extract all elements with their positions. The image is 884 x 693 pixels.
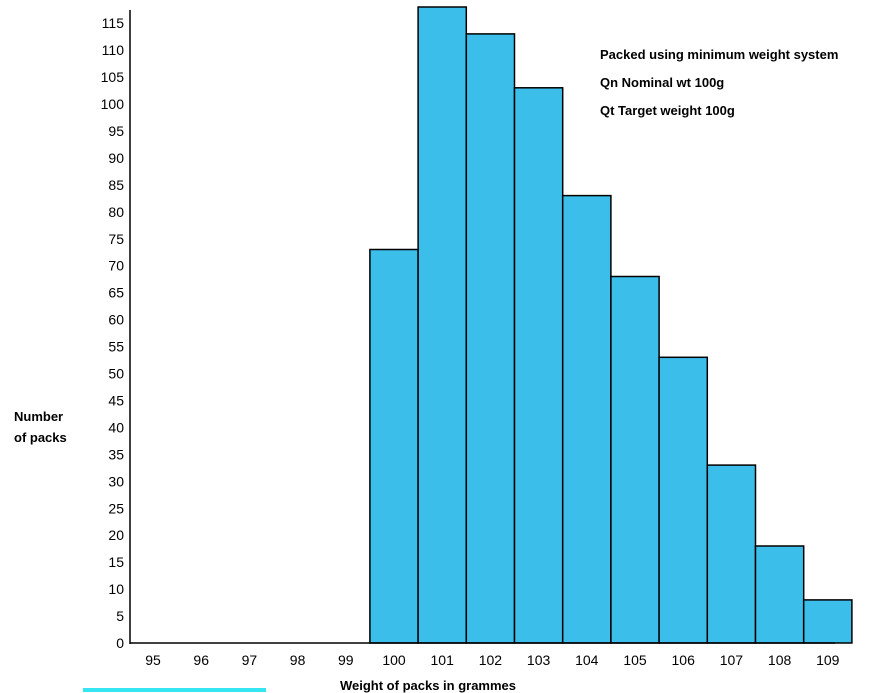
x-tick-label-101: 101 bbox=[431, 652, 455, 668]
annotation-packing-system: Packed using minimum weight system bbox=[600, 47, 838, 62]
bar-100 bbox=[369, 248, 419, 644]
x-tick-label-107: 107 bbox=[720, 652, 744, 668]
y-tick-label-115: 115 bbox=[102, 15, 125, 31]
y-tick-label-90: 90 bbox=[108, 150, 124, 166]
y-tick-label-100: 100 bbox=[101, 96, 125, 112]
y-tick-label-75: 75 bbox=[108, 231, 124, 247]
x-tick-label-109: 109 bbox=[816, 652, 840, 668]
x-tick-label-100: 100 bbox=[382, 652, 406, 668]
annotation-nominal-weight: Qn Nominal wt 100g bbox=[600, 75, 724, 90]
y-tick-label-0: 0 bbox=[116, 635, 124, 651]
x-tick-label-98: 98 bbox=[290, 652, 306, 668]
y-tick-label-65: 65 bbox=[108, 285, 124, 301]
y-tick-label-60: 60 bbox=[108, 312, 124, 328]
x-tick-label-95: 95 bbox=[145, 652, 161, 668]
y-tick-label-80: 80 bbox=[108, 204, 124, 220]
bar-102 bbox=[465, 33, 516, 644]
bar-107 bbox=[706, 464, 757, 644]
y-tick-label-35: 35 bbox=[108, 446, 124, 462]
y-tick-label-70: 70 bbox=[108, 258, 124, 274]
x-tick-label-105: 105 bbox=[623, 652, 647, 668]
y-tick-label-5: 5 bbox=[116, 608, 124, 624]
highlight-mark bbox=[83, 688, 266, 692]
y-tick-label-20: 20 bbox=[108, 527, 124, 543]
x-tick-labels: 95 96 97 98 99 100 101 102 103 104 105 106 107 108 109 bbox=[145, 652, 839, 668]
bar-108 bbox=[754, 545, 805, 644]
x-tick-label-106: 106 bbox=[672, 652, 696, 668]
y-tick-label-95: 95 bbox=[108, 123, 124, 139]
bar-101 bbox=[417, 6, 468, 644]
x-tick-label-96: 96 bbox=[193, 652, 209, 668]
bar-106 bbox=[658, 356, 709, 644]
y-tick-label-10: 10 bbox=[108, 581, 124, 597]
y-tick-label-85: 85 bbox=[108, 177, 124, 193]
x-tick-label-108: 108 bbox=[768, 652, 792, 668]
x-axis-label: Weight of packs in grammes bbox=[340, 678, 516, 693]
bar-104 bbox=[561, 194, 612, 644]
y-axis-label-line-2: of packs bbox=[14, 430, 67, 445]
x-tick-label-104: 104 bbox=[575, 652, 599, 668]
x-tick-label-99: 99 bbox=[338, 652, 354, 668]
y-axis-label-line-1: Number bbox=[14, 409, 63, 424]
y-tick-label-30: 30 bbox=[108, 473, 124, 489]
y-tick-labels: 0 5 10 15 20 25 30 35 40 45 50 55 60 65 70 75 80 85 90 95 10… bbox=[101, 15, 125, 651]
bar-109 bbox=[802, 599, 853, 644]
y-tick-label-15: 15 bbox=[108, 554, 124, 570]
bar-105 bbox=[610, 275, 660, 644]
y-tick-label-25: 25 bbox=[108, 500, 124, 516]
bars-group bbox=[369, 6, 853, 644]
x-tick-label-97: 97 bbox=[242, 652, 258, 668]
y-tick-label-55: 55 bbox=[108, 339, 124, 355]
y-tick-label-45: 45 bbox=[108, 393, 124, 409]
y-tick-label-50: 50 bbox=[108, 366, 124, 382]
y-tick-label-105: 105 bbox=[101, 69, 125, 85]
y-tick-label-110: 110 bbox=[102, 42, 125, 58]
annotation-target-weight: Qt Target weight 100g bbox=[600, 103, 735, 118]
x-tick-label-102: 102 bbox=[479, 652, 503, 668]
y-tick-label-40: 40 bbox=[108, 419, 124, 435]
bar-103 bbox=[513, 87, 564, 644]
x-tick-label-103: 103 bbox=[527, 652, 551, 668]
